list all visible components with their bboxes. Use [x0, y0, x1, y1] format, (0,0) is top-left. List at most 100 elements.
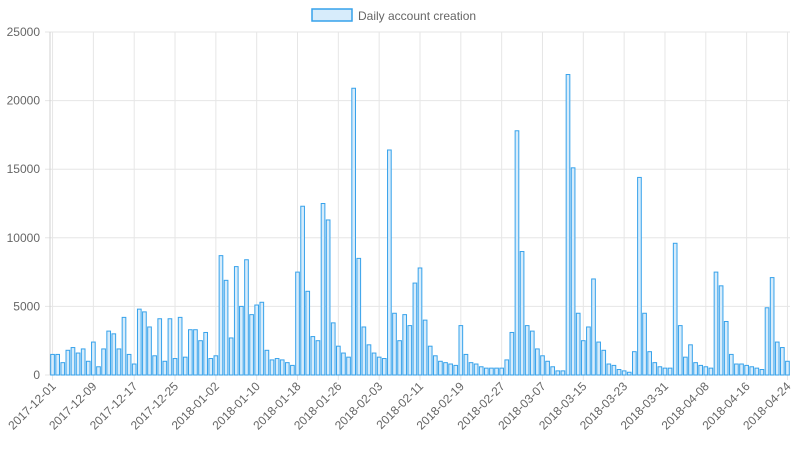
bar: [239, 305, 244, 376]
bar: [764, 307, 770, 376]
bar: [264, 349, 270, 376]
bar: [218, 255, 224, 376]
bar: [489, 367, 494, 376]
bar: [402, 314, 408, 376]
bar: [580, 340, 586, 376]
bar: [473, 363, 479, 376]
bar: [596, 341, 601, 376]
y-tick-label: 5000: [13, 299, 40, 313]
bar: [244, 259, 249, 376]
bar: [688, 344, 693, 376]
bar: [759, 369, 765, 376]
bar: [591, 278, 596, 376]
bar: [284, 362, 290, 376]
bar: [142, 311, 147, 376]
y-axis-ticks: 0 5000 10000 15000 20000 25000: [7, 25, 41, 382]
bar: [387, 149, 392, 376]
bar: [233, 266, 239, 376]
bar: [637, 176, 642, 376]
bar: [182, 356, 188, 376]
bar: [147, 326, 152, 376]
bar: [723, 320, 729, 376]
bar: [341, 352, 346, 376]
bar: [519, 251, 525, 376]
bar: [397, 340, 402, 376]
bar: [611, 364, 617, 376]
bar: [330, 322, 336, 376]
bar: [540, 355, 545, 376]
bar: [320, 203, 326, 376]
bar: [60, 362, 66, 376]
bar: [484, 367, 489, 376]
bar: [734, 363, 739, 376]
bar: [560, 370, 566, 376]
bar: [412, 282, 418, 376]
bar: [361, 326, 367, 376]
bar: [535, 348, 540, 376]
bar: [80, 348, 86, 376]
bar: [703, 366, 709, 376]
bar: [443, 362, 448, 376]
bar: [458, 325, 464, 376]
bar: [269, 359, 275, 376]
bar: [749, 366, 755, 376]
bar: [529, 330, 535, 376]
bar: [606, 363, 612, 376]
bar: [754, 367, 760, 376]
bar: [101, 348, 106, 376]
bar: [448, 363, 453, 376]
legend-label: Daily account creation: [358, 9, 476, 23]
x-axis-ticks: 2017-12-012017-12-092017-12-172017-12-25…: [5, 379, 793, 433]
bar: [524, 325, 530, 376]
bar: [774, 341, 780, 376]
bar: [780, 347, 785, 376]
bar: [713, 271, 719, 376]
bar: [162, 360, 168, 376]
y-tick-label: 20000: [7, 94, 41, 108]
bar: [366, 344, 372, 376]
bar: [432, 355, 438, 376]
y-tick-label: 0: [33, 368, 40, 382]
bar: [494, 367, 499, 376]
bar: [152, 355, 157, 376]
bar: [499, 367, 504, 376]
bar: [570, 167, 576, 376]
y-tick-label: 25000: [7, 25, 41, 39]
bar: [167, 318, 173, 376]
bar: [417, 267, 423, 376]
bar: [121, 316, 127, 376]
bar: [601, 349, 607, 376]
bar: [356, 257, 362, 376]
bar: [693, 362, 698, 376]
bar: [652, 362, 658, 376]
bar: [632, 351, 637, 376]
bar: [739, 363, 744, 376]
bar: [75, 352, 81, 376]
bar: [325, 219, 331, 376]
bar: [203, 331, 208, 376]
legend[interactable]: Daily account creation: [311, 8, 476, 23]
bar: [290, 364, 295, 376]
y-tick-label: 10000: [7, 231, 41, 245]
bar: [259, 301, 265, 376]
bar: [672, 242, 678, 376]
bar: [744, 364, 749, 376]
bar: [550, 366, 556, 376]
bar: [468, 362, 474, 376]
bar: [453, 364, 459, 376]
bar: [310, 336, 316, 376]
bar: [126, 353, 132, 376]
bar: [657, 366, 663, 376]
bar: [381, 358, 387, 376]
bar: [295, 271, 300, 376]
bar: [504, 359, 510, 376]
bar: [642, 312, 647, 376]
bar: [157, 318, 163, 376]
bar: [223, 279, 229, 376]
bar: [65, 349, 71, 376]
bar: [96, 366, 101, 376]
bar: [198, 340, 203, 376]
bar: [70, 347, 76, 376]
bar: [422, 319, 428, 376]
